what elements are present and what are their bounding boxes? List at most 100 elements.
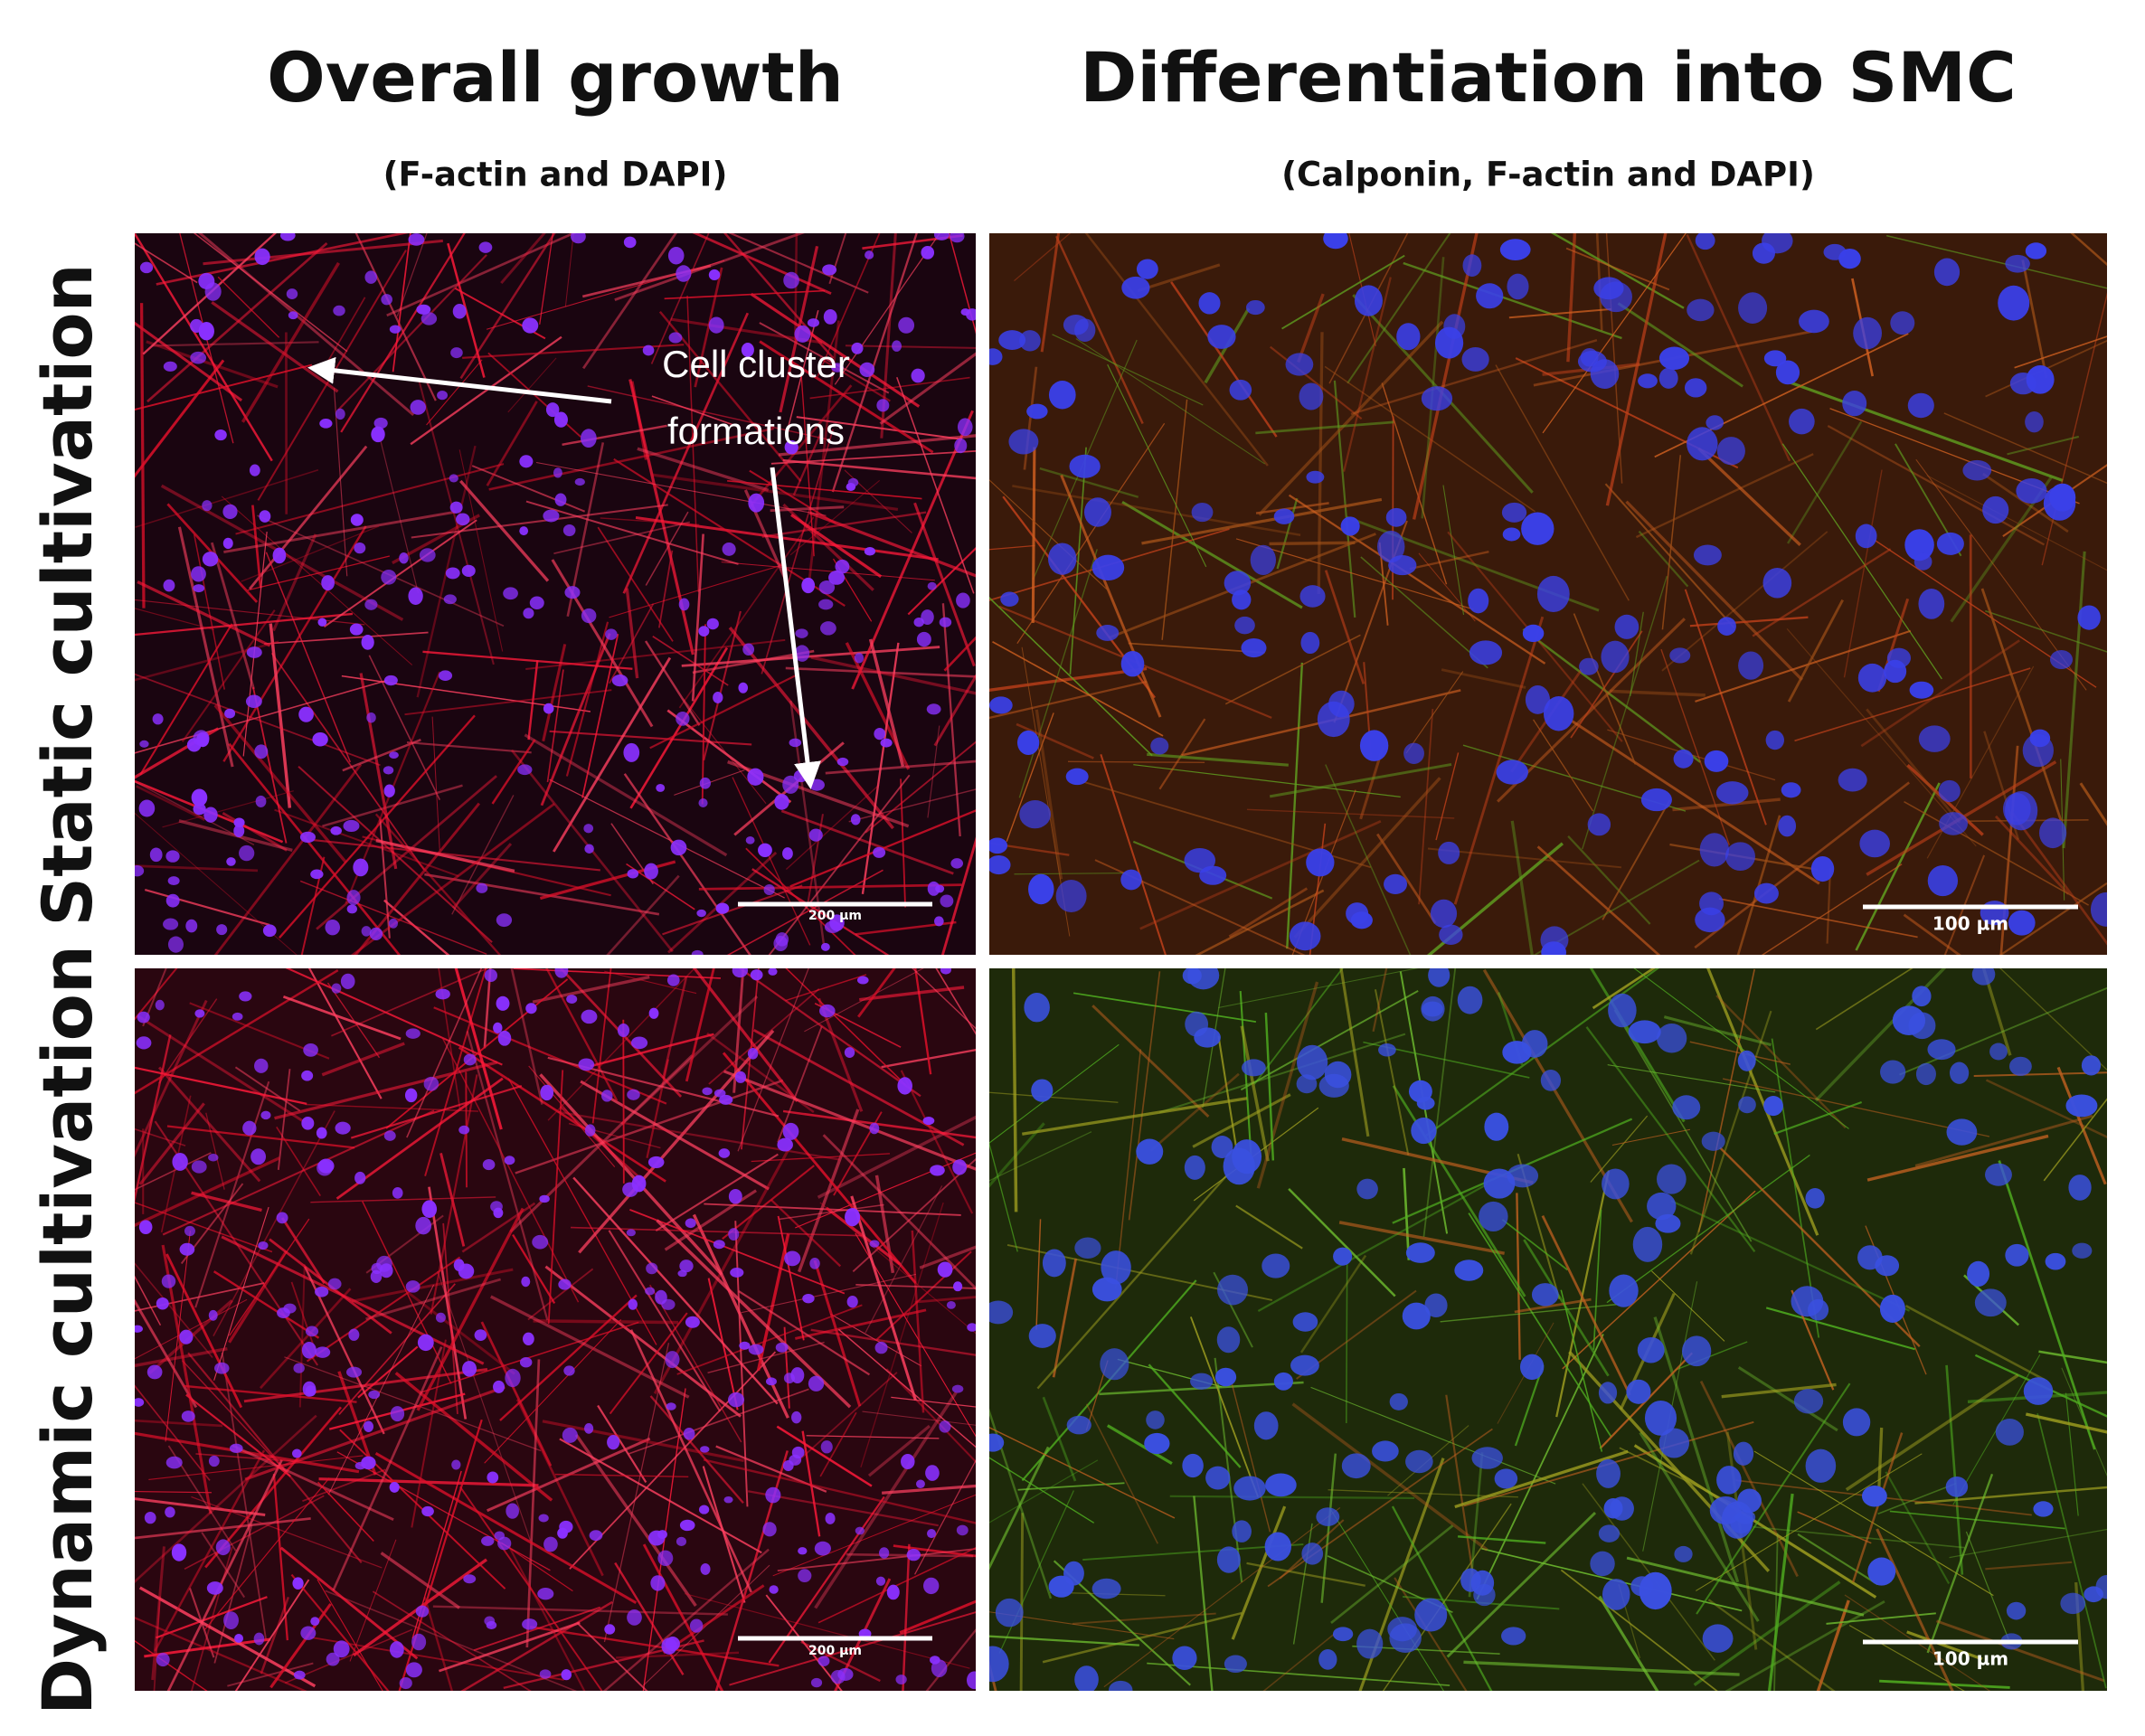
fiber [1625,500,1803,682]
fiber [135,1639,208,1691]
nucleus [874,1341,888,1354]
fiber [193,534,225,690]
fiber [135,1034,172,1203]
fiber [137,1014,306,1124]
nucleus [1590,1551,1615,1577]
fiber [322,784,463,827]
fiber [424,968,487,1176]
nucleus [628,1298,638,1310]
fiber [545,968,619,1101]
nucleus [1886,647,1912,668]
nucleus [1927,1039,1956,1061]
nucleus [581,1009,598,1024]
nucleus [1476,283,1504,309]
fiber [484,1319,622,1464]
fiber [1566,233,1577,363]
nucleus [1598,1382,1618,1404]
fiber [1797,1511,1872,1544]
nucleus [1297,1044,1328,1080]
fiber [1926,1473,1994,1654]
nucleus [539,1194,550,1203]
nucleus [354,1461,366,1470]
fiber [1339,968,1370,1137]
scale-bar-label: 200 µm [808,1644,862,1658]
fiber [1257,1183,1488,1312]
nucleus [1687,298,1715,322]
fiber [1985,1561,2073,1571]
fiber [614,1561,685,1675]
fiber [1606,1154,1810,1304]
fiber [1299,1254,1367,1354]
nucleus [1810,855,1835,882]
nucleus [383,784,395,797]
nucleus [818,599,834,610]
nucleus [1120,650,1145,677]
nucleus [676,265,692,282]
nucleus [420,312,438,326]
nucleus [957,418,973,437]
fiber [1169,1495,1415,1500]
nucleus [879,1547,890,1559]
nucleus [956,1524,969,1536]
fiber [723,1070,976,1171]
nucleus [1245,299,1265,316]
fiber [203,1477,330,1630]
nucleus [1602,1168,1630,1200]
nucleus [698,626,710,637]
fiber [247,555,391,591]
fiber [1006,712,1054,842]
nucleus [354,1171,366,1184]
fiber [1255,502,1329,514]
nucleus [523,608,534,619]
fiber [136,785,205,821]
nucleus [316,1127,327,1139]
nucleus [496,995,510,1011]
nucleus [844,1047,855,1058]
nucleus [435,988,450,1000]
fiber [442,1222,458,1415]
fiber [819,357,891,402]
nucleus [364,1420,374,1433]
fiber [1317,332,1324,595]
nucleus [604,1624,616,1635]
fiber [406,968,483,1138]
fiber [431,716,440,851]
nucleus [1593,277,1624,300]
nucleus [301,1070,314,1081]
fiber [1595,233,1603,331]
fiber [1276,497,1299,570]
fiber [1998,1160,2096,1450]
fiber [1985,609,2107,653]
fiber [213,1110,335,1337]
nucleus [389,751,399,760]
fiber [509,1054,694,1233]
fiber [323,519,477,628]
nucleus [136,1036,152,1050]
nucleus [1182,968,1202,985]
fiber [1848,1625,1965,1691]
nucleus [137,1011,150,1024]
fiber [662,1584,765,1655]
fiber [899,1599,976,1635]
fiber [1590,1115,1649,1183]
fiber [416,1207,524,1411]
fiber [662,884,803,936]
row-label: Dynamic cultivation [27,945,108,1715]
nucleus [967,1323,976,1332]
fiber [1617,302,1743,388]
nucleus [410,400,426,415]
nucleus [1706,415,1725,430]
fiber [135,1275,162,1326]
fiber [657,550,674,628]
nucleus [361,635,374,650]
fiber [1139,819,1382,930]
nucleus [655,1289,667,1305]
scale-bar-label: 100 µm [1932,1648,2008,1670]
nucleus [1372,1440,1399,1462]
nucleus [926,703,941,715]
fiber [1035,709,1063,880]
nucleus [2023,1377,2054,1405]
fiber [1148,1363,1242,1468]
nucleus [346,1366,363,1378]
nucleus [1799,309,1829,334]
